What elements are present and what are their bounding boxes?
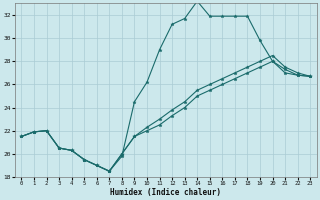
X-axis label: Humidex (Indice chaleur): Humidex (Indice chaleur) xyxy=(110,188,221,197)
